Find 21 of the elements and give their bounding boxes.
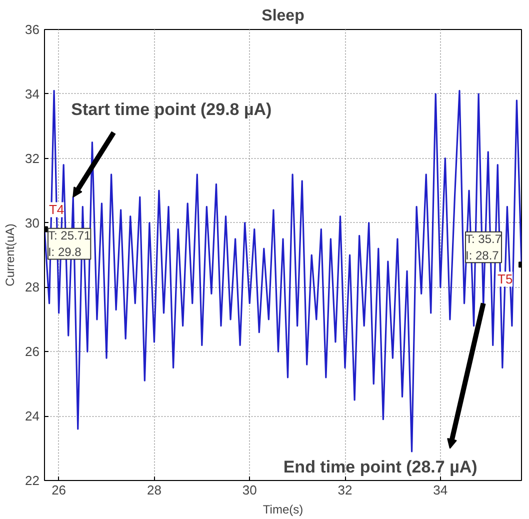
x-tick-label: 32 [338,482,352,498]
annotation: End time point (28.7 µA) [283,458,478,476]
x-axis-title: Time(s) [262,502,304,516]
line-series [44,90,522,452]
y-tick-label: 34 [25,86,40,102]
x-tick-label: 30 [242,482,257,498]
x-tick-label: 28 [146,482,162,498]
y-tick-label: 32 [25,150,40,166]
y-tick-label: 30 [25,215,40,230]
x-tick-label: 34 [433,482,448,498]
y-tick-label: 28 [25,280,40,295]
y-tick-label: 22 [25,473,40,488]
y-tick-label: 24 [25,408,40,424]
y-tick-label: 36 [25,22,40,37]
y-tick-label: 26 [25,344,40,360]
annotation: T4 [48,202,64,218]
annotation: Start time point (29.8 µA) [71,100,272,120]
chart-title: Sleep [262,8,305,24]
y-axis-title: Current(uA) [3,224,18,286]
annotation: T5 [498,272,513,287]
x-tick-label: 26 [52,482,66,498]
